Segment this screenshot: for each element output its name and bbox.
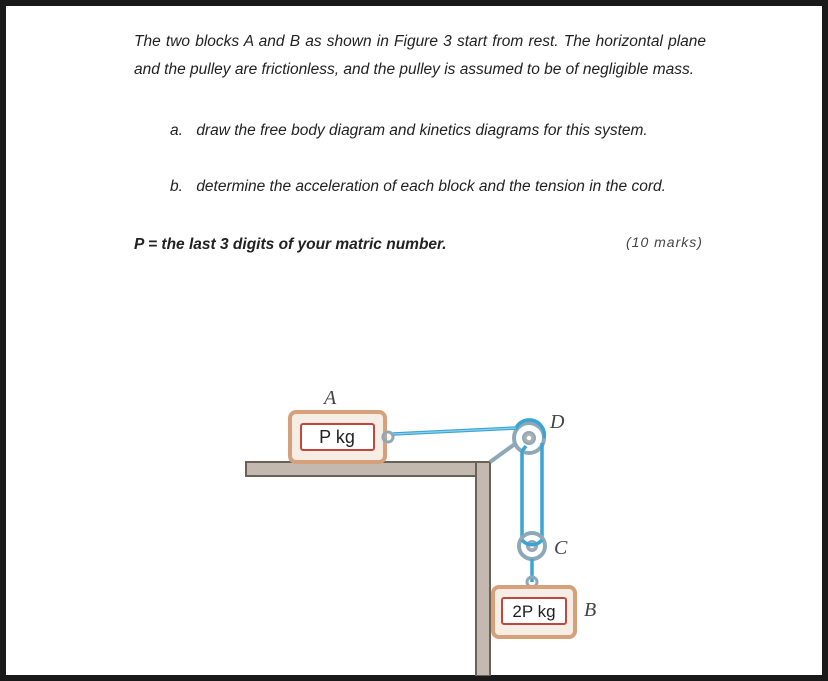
item-b-letter: b.	[170, 178, 192, 196]
table-top	[246, 462, 490, 476]
item-a-letter: a.	[170, 122, 192, 140]
page: The two blocks A and B as shown in Figur…	[6, 6, 822, 675]
block-a-hook	[383, 432, 393, 442]
label-a-text: A	[322, 387, 337, 409]
item-a: a. draw the free body diagram and kineti…	[170, 122, 706, 140]
p-note: P = the last 3 digits of your matric num…	[134, 236, 706, 254]
problem-intro: The two blocks A and B as shown in Figur…	[134, 28, 706, 84]
item-b-text: determine the acceleration of each block…	[196, 178, 666, 195]
item-b: b. determine the acceleration of each bl…	[170, 178, 706, 196]
table-corner-patch	[477, 464, 489, 475]
block-a-mass-text: P kg	[319, 427, 355, 447]
pulley-d-pin	[527, 436, 531, 440]
label-d-text: D	[549, 411, 565, 433]
table-leg	[476, 462, 490, 676]
figure-3: P kg A D C	[206, 386, 636, 676]
figure-svg: P kg A D C	[206, 386, 636, 676]
cord-a-to-d-hi	[393, 428, 516, 434]
label-b-text: B	[584, 599, 596, 621]
block-b-mass-text: 2P kg	[512, 602, 555, 621]
item-a-text: draw the free body diagram and kinetics …	[196, 122, 647, 139]
content-area: The two blocks A and B as shown in Figur…	[134, 28, 706, 254]
partial-mark-text: (10 marks)	[626, 234, 706, 250]
label-c-text: C	[554, 537, 568, 559]
